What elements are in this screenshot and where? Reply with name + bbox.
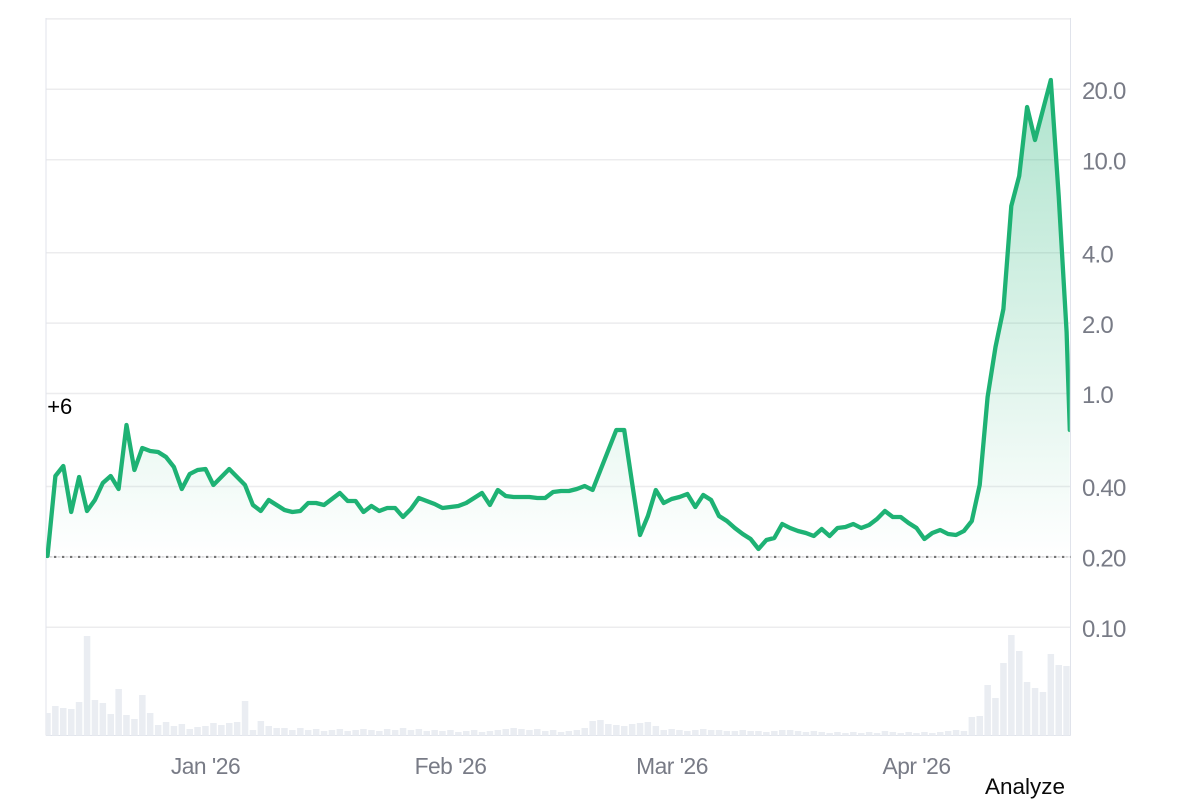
svg-text:20.0: 20.0: [1082, 78, 1126, 105]
svg-text:0.40: 0.40: [1082, 475, 1126, 502]
svg-text:+6: +6: [47, 394, 72, 419]
svg-text:4.0: 4.0: [1082, 241, 1113, 268]
svg-text:10.0: 10.0: [1082, 148, 1126, 175]
svg-text:Apr '26: Apr '26: [882, 753, 950, 779]
svg-text:0.20: 0.20: [1082, 546, 1126, 573]
svg-text:2.0: 2.0: [1082, 312, 1113, 339]
svg-text:1.0: 1.0: [1082, 382, 1113, 409]
svg-text:Jan '26: Jan '26: [171, 753, 240, 779]
svg-text:Mar '26: Mar '26: [636, 753, 708, 779]
svg-text:Feb '26: Feb '26: [415, 753, 487, 779]
svg-text:Analyze: Analyze: [985, 774, 1065, 799]
svg-text:0.10: 0.10: [1082, 616, 1126, 643]
